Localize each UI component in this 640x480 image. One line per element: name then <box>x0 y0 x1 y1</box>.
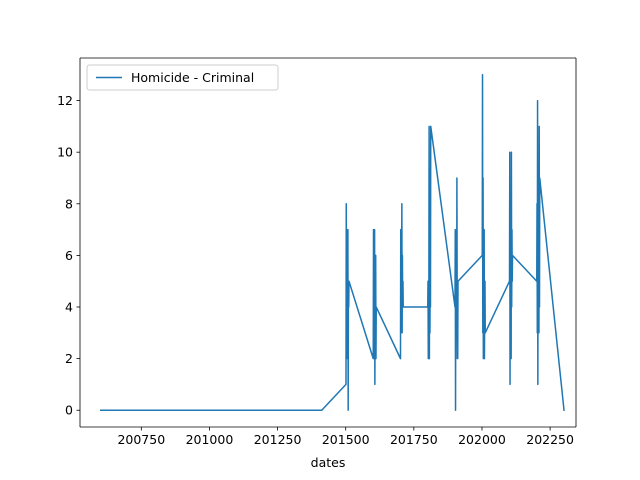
legend-box <box>86 64 279 91</box>
x-tick-label: 202250 <box>526 432 574 447</box>
y-tick-label: 12 <box>57 93 73 108</box>
x-tick-label: 201750 <box>390 432 438 447</box>
plot-background <box>80 58 576 427</box>
y-tick-label: 0 <box>65 403 73 418</box>
y-tick-label: 4 <box>65 300 73 315</box>
plot-area <box>80 58 576 427</box>
y-tick-label: 2 <box>65 351 73 366</box>
x-tick-label: 202000 <box>458 432 506 447</box>
y-tick-label: 8 <box>65 196 73 211</box>
x-tick-label: 200750 <box>117 432 165 447</box>
y-tick-label: 10 <box>57 145 73 160</box>
x-tick-label: 201250 <box>254 432 302 447</box>
x-tick-label: 201500 <box>322 432 370 447</box>
x-axis-label: dates <box>311 455 346 470</box>
series-line-0 <box>99 74 565 412</box>
legend-label: Homicide - Criminal <box>131 70 254 85</box>
legend: Homicide - Criminal <box>86 64 279 91</box>
y-tick-label: 6 <box>65 248 73 263</box>
series-layer <box>99 74 565 412</box>
x-tick-label: 201000 <box>186 432 234 447</box>
axes-layer: 200750 201000 201250 201500 201750 202000 2022… <box>57 57 577 447</box>
